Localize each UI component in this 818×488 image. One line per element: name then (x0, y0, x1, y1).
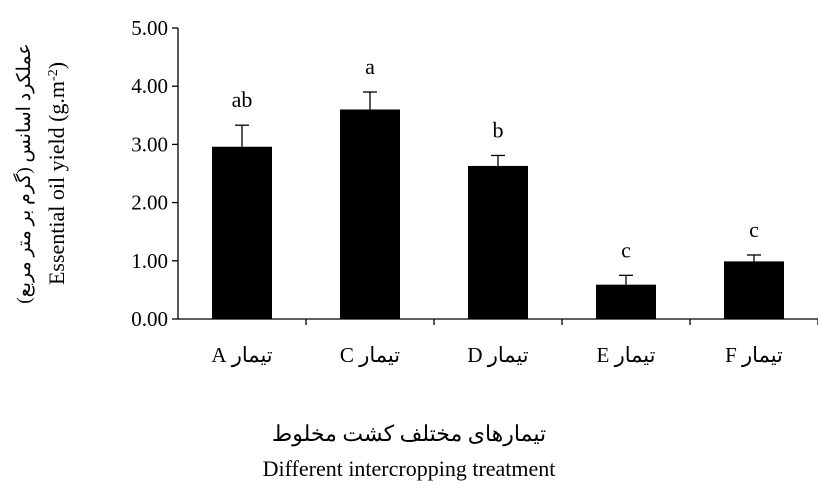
y-tick-label: 5.00 (131, 16, 168, 40)
x-tick-label: تیمار E (597, 343, 656, 368)
x-tick-label: تیمار F (725, 343, 783, 368)
bar (340, 109, 400, 319)
x-tick-label: تیمار C (340, 343, 400, 368)
y-tick-label: 2.00 (131, 191, 168, 215)
y-label-close: ) (44, 62, 69, 69)
bars: ab تیمار A a تیمار C b تیمار D c تیمار E c تیمار … (211, 54, 784, 368)
significance-letter: ab (232, 87, 253, 112)
significance-letter: c (749, 217, 759, 242)
y-label-superscript: -2 (46, 69, 61, 81)
y-axis-label-english: Essential oil yield (g.m-2) (44, 62, 69, 285)
y-tick-label: 1.00 (131, 249, 168, 273)
x-tick-label: تیمار D (467, 343, 528, 368)
significance-letter: b (493, 117, 504, 142)
bar (596, 284, 656, 319)
y-label-main: Essential oil yield (g.m (44, 81, 69, 285)
bar (724, 261, 784, 319)
chart: عملکرد اسانس (گرم بر متر مربع) Essential … (12, 16, 818, 368)
bar (212, 146, 272, 319)
y-axis-label-persian: عملکرد اسانس (گرم بر متر مربع) (12, 43, 35, 303)
y-axis-label: عملکرد اسانس (گرم بر متر مربع) Essential … (12, 43, 69, 303)
bar (468, 165, 528, 319)
significance-letter: c (621, 237, 631, 262)
y-tick-label: 4.00 (131, 74, 168, 98)
y-tick-label: 0.00 (131, 307, 168, 331)
y-tick-label: 3.00 (131, 132, 168, 156)
x-tick-label: تیمار A (211, 343, 272, 368)
x-axis-label-persian: تیمارهای مختلف کشت مخلوط (271, 421, 547, 446)
significance-letter: a (365, 54, 375, 79)
x-axis-label-english: Different intercropping treatment (262, 456, 556, 481)
axes: 0.00 1.00 2.00 3.00 4.00 5.00 (131, 16, 818, 331)
